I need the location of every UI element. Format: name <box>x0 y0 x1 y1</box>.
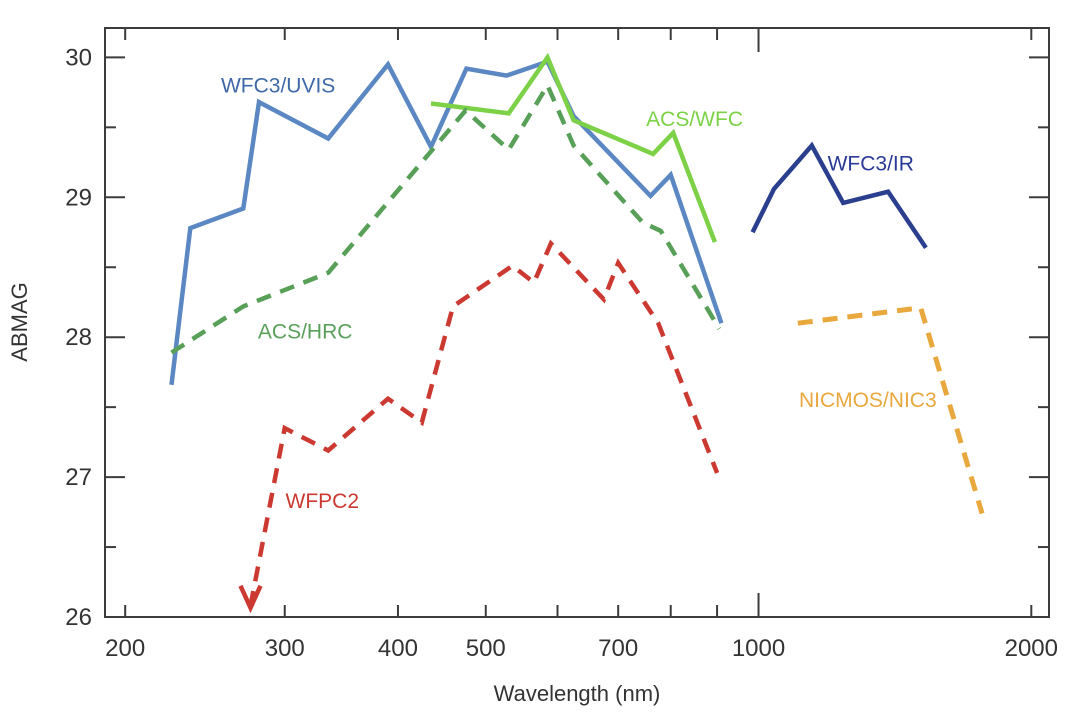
x-tick-label-1000: 1000 <box>732 635 785 662</box>
y-tick-label-30: 30 <box>65 44 92 71</box>
y-tick-label-29: 29 <box>65 184 92 211</box>
series-line-wfpc2 <box>248 239 720 607</box>
y-tick-label-28: 28 <box>65 324 92 351</box>
curve-label-wfpc2: WFPC2 <box>286 490 360 513</box>
curve-label-acs-hrc: ACS/HRC <box>258 321 353 344</box>
plot-border <box>104 27 1050 618</box>
down-arrow-icon <box>238 584 263 614</box>
series-line-acs-wfc <box>430 52 718 243</box>
y-axis-title: ABMAG <box>7 282 32 361</box>
series-acs-wfc <box>430 52 718 243</box>
series-line-wfc3-ir <box>750 141 928 249</box>
x-tick-label-300: 300 <box>265 635 305 662</box>
data-series-layer <box>169 52 985 614</box>
x-tick-label-700: 700 <box>598 635 638 662</box>
x-tick-label-500: 500 <box>466 635 506 662</box>
y-tick-label-26: 26 <box>65 604 92 631</box>
curve-label-nicmos-nic3: NICMOS/NIC3 <box>799 389 937 412</box>
curve-label-wfc3-ir: WFC3/IR <box>828 153 914 176</box>
series-acs-hrc <box>170 80 722 355</box>
series-wfc3-ir <box>750 141 928 249</box>
curve-label-acs-wfc: ACS/WFC <box>646 108 743 131</box>
x-tick-label-2000: 2000 <box>1005 635 1058 662</box>
tick-labels-layer: 200 300 400 500 700 1000 2000 26 27 28 29 30 <box>65 44 1058 662</box>
x-tick-label-400: 400 <box>378 635 418 662</box>
series-line-acs-hrc <box>170 80 722 355</box>
axis-ticks <box>105 28 1049 618</box>
series-wfpc2 <box>238 239 720 614</box>
curve-labels-layer: WFC3/UVIS ACS/HRC ACS/WFC WFPC2 WFC3/IR NICMO… <box>221 74 937 513</box>
y-tick-label-27: 27 <box>65 464 92 491</box>
x-axis-title: Wavelength (nm) <box>494 681 661 706</box>
x-tick-label-200: 200 <box>105 635 145 662</box>
curve-label-wfc3-uvis: WFC3/UVIS <box>221 74 335 97</box>
